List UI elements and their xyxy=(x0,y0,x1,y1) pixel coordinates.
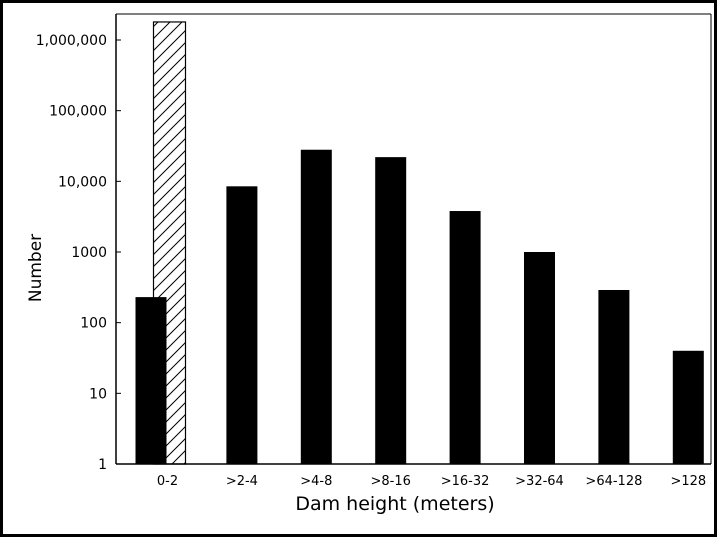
x-tick-label: >8-16 xyxy=(370,474,410,489)
bar-solid xyxy=(598,289,630,464)
x-axis-label: Dam height (meters) xyxy=(295,493,494,515)
y-tick-label: 1,000,000 xyxy=(36,33,107,49)
bar-solid xyxy=(300,149,332,464)
x-tick-label: 0-2 xyxy=(157,474,178,489)
y-tick-label: 10 xyxy=(89,386,107,402)
y-tick-label: 100,000 xyxy=(49,104,107,120)
x-tick-label: >16-32 xyxy=(441,474,490,489)
bar-hatched xyxy=(152,21,187,465)
bar-solid xyxy=(226,186,258,465)
y-tick-label: 10,000 xyxy=(58,174,107,190)
x-tick-label: >128 xyxy=(670,474,706,489)
y-tick-label: 1 xyxy=(98,457,107,473)
bar-solid xyxy=(524,252,555,464)
plot-area: 1,000,000 100,000 10,000 1000 100 10 1 0-2 >2-4 >… xyxy=(36,13,712,489)
x-tick-label: >64-128 xyxy=(585,474,642,489)
x-tick-label: >2-4 xyxy=(226,474,258,489)
x-tick-label: >4-8 xyxy=(300,474,332,489)
y-tick-label: 1000 xyxy=(71,245,107,261)
bar-solid xyxy=(449,211,481,464)
x-tick-label: >32-64 xyxy=(515,474,564,489)
y-axis-label: Number xyxy=(26,234,46,302)
bar-solid xyxy=(672,350,704,464)
y-tick-label: 100 xyxy=(80,316,107,332)
bar-solid xyxy=(375,157,407,464)
